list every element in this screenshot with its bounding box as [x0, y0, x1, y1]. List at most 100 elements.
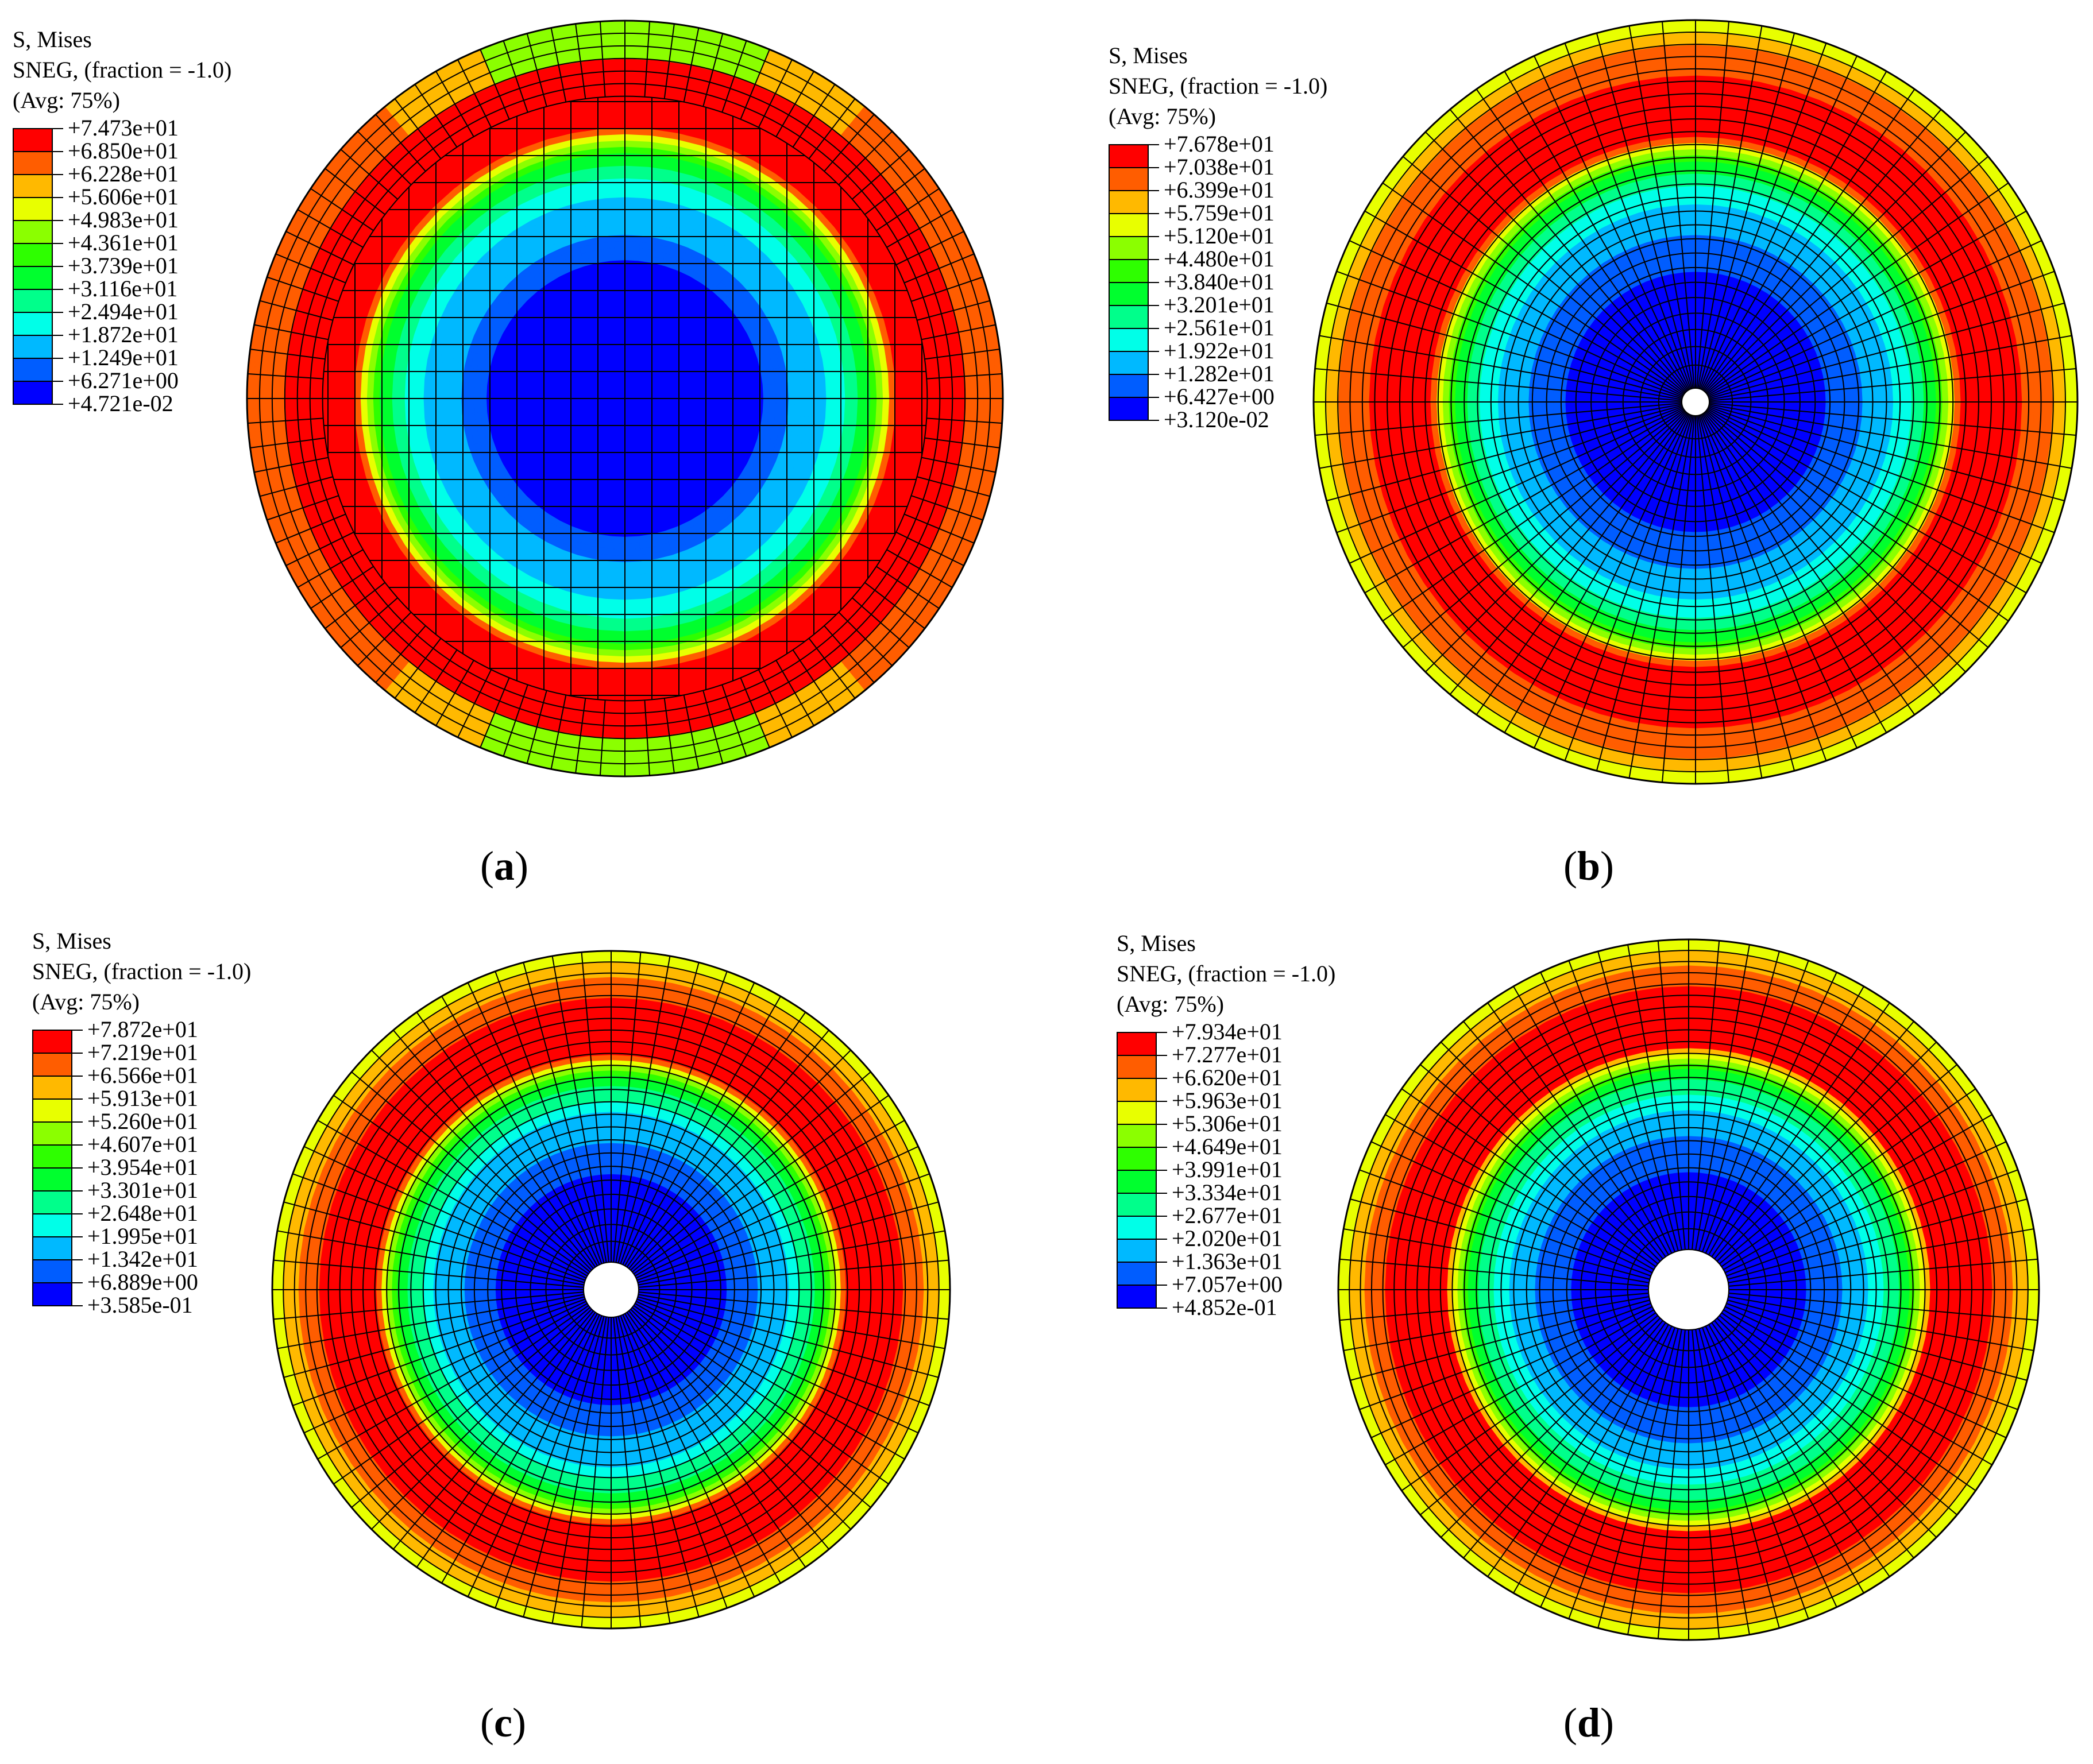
contour-cell	[568, 403, 576, 410]
contour-cell	[561, 392, 569, 399]
contour-cell	[461, 397, 469, 415]
contour-cell	[624, 580, 644, 588]
contour-cell	[624, 304, 635, 311]
contour-cell	[606, 209, 626, 217]
legend-value: +4.361e+01	[51, 231, 179, 254]
contour-cell	[617, 467, 625, 475]
contour-cell	[610, 536, 625, 544]
contour-cell	[448, 380, 456, 399]
contour-cell	[628, 441, 635, 449]
contour-cell	[693, 398, 701, 407]
contour-cell	[612, 272, 625, 280]
legend-avg: (Avg: 75%)	[13, 87, 120, 113]
contour-cell	[775, 398, 783, 415]
contour-cell	[737, 386, 745, 399]
contour-cell	[518, 387, 525, 399]
contour-cell	[492, 385, 500, 399]
legend-value: +5.606e+01	[51, 185, 179, 208]
legend-band	[14, 313, 52, 336]
contour-cell	[480, 384, 488, 399]
contour-cell	[762, 398, 770, 413]
contour-cell	[624, 598, 646, 607]
contour-cell	[794, 381, 802, 399]
contour-cell	[624, 454, 632, 462]
contour-cell	[624, 272, 638, 280]
contour-cell	[706, 389, 713, 399]
legend-band	[14, 175, 52, 198]
contour-cell	[624, 310, 634, 318]
contour-cell	[423, 397, 431, 419]
contour-cell	[687, 391, 695, 399]
contour-cell	[624, 498, 636, 506]
contour-cell	[624, 266, 639, 274]
contour-cell	[806, 380, 814, 400]
contour-cell	[750, 398, 758, 412]
contour-cell	[536, 398, 544, 408]
contour-cell	[604, 592, 625, 601]
contour-cell	[423, 378, 431, 399]
contour-cell	[499, 385, 507, 399]
contour-cell	[624, 209, 644, 218]
contour-cell	[618, 335, 625, 343]
contour-cell	[607, 567, 625, 575]
legend-value: +1.872e+01	[51, 323, 179, 346]
contour-cell	[719, 398, 726, 409]
contour-cell	[624, 215, 644, 223]
contour-cell	[624, 234, 642, 242]
contour-cell	[624, 247, 640, 255]
contour-cell	[611, 266, 625, 274]
contour-cell	[624, 492, 635, 500]
legend-value: +3.739e+01	[51, 254, 179, 277]
contour-cell	[781, 382, 789, 400]
contour-cell	[461, 382, 469, 399]
contour-cell	[613, 278, 625, 287]
contour-cell	[743, 386, 751, 399]
contour-cell	[667, 388, 675, 395]
contour-cell	[612, 510, 625, 519]
contour-cell	[624, 442, 631, 450]
contour-cell	[524, 398, 531, 409]
legend-band	[14, 290, 52, 313]
contour-cell	[613, 342, 621, 350]
contour-cell	[607, 222, 625, 230]
contour-cell	[473, 398, 481, 414]
contour-cell	[624, 328, 632, 336]
contour-cell	[607, 215, 625, 223]
contour-cell	[610, 253, 625, 261]
contour-cell	[607, 561, 625, 569]
contour-cell	[680, 386, 688, 393]
contour-cell	[615, 492, 625, 500]
contour-cell	[624, 228, 643, 236]
contour-cell	[435, 397, 443, 417]
legend-value: +3.116e+01	[51, 277, 179, 300]
contour-cell	[769, 383, 777, 399]
contour-cell	[549, 398, 557, 407]
contour-cell	[624, 335, 632, 343]
contour-cell	[624, 510, 637, 519]
contour-cell	[787, 398, 796, 416]
legend-band	[14, 244, 52, 267]
legend-value: +6.271e+00	[51, 369, 179, 392]
contour-cell	[467, 398, 475, 415]
legend-subtitle: SNEG, (fraction = -1.0)	[13, 57, 232, 83]
contour-cell	[416, 397, 425, 419]
contour-cell	[615, 348, 621, 356]
contour-cell	[609, 241, 625, 249]
contour-cell	[609, 542, 625, 550]
legend-labels: +7.473e+01 +6.850e+01 +6.228e+01 +5.606e+01…	[51, 117, 179, 415]
contour-cell	[737, 398, 745, 411]
contour-cell	[624, 461, 632, 469]
contour-cell	[800, 398, 808, 417]
contour-cell	[706, 398, 713, 408]
contour-cell	[492, 398, 500, 412]
contour-cell	[612, 517, 625, 525]
contour-cell	[750, 385, 758, 399]
contour-cell	[442, 398, 450, 417]
contour-cell	[818, 378, 827, 400]
legend-band	[14, 382, 52, 405]
contour-cell	[614, 291, 625, 299]
contour-cell	[505, 398, 513, 411]
contour-cell	[624, 548, 641, 556]
contour-cell	[618, 454, 625, 462]
legend-band	[14, 198, 52, 221]
